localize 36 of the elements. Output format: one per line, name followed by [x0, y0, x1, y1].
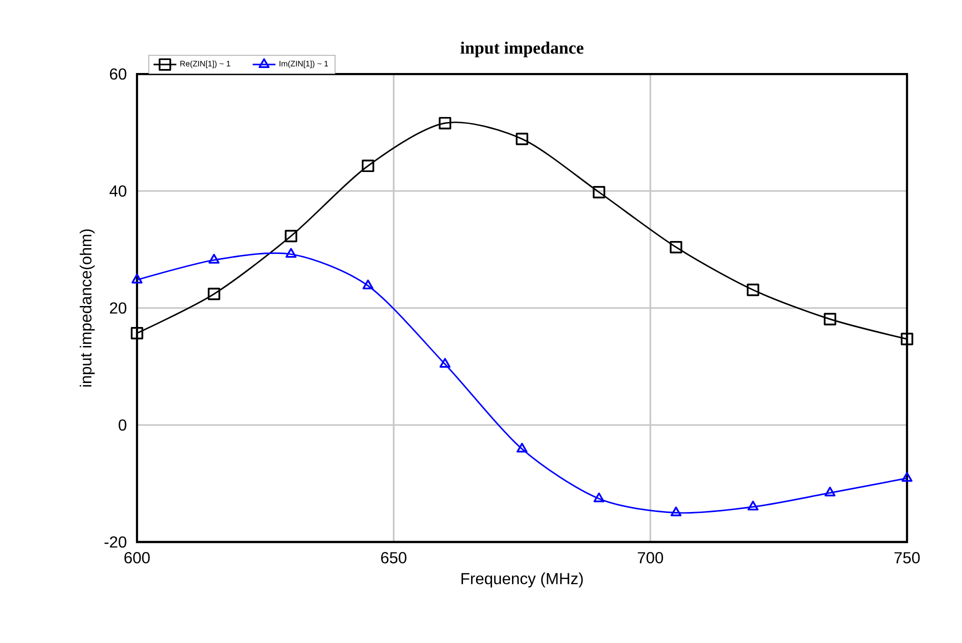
point: [592, 186, 606, 198]
chart-title: input impedance: [460, 42, 584, 58]
point: [746, 284, 760, 296]
x-tick-label: 600: [124, 552, 150, 564]
x-tick-label: 700: [638, 552, 664, 564]
point: [130, 326, 144, 340]
point: [516, 132, 528, 146]
point: [440, 358, 450, 368]
point: [670, 506, 682, 516]
point: [132, 274, 142, 284]
x-tick-label: 750: [894, 552, 920, 564]
point: [900, 332, 914, 346]
point: [748, 500, 758, 510]
point: [670, 240, 682, 254]
point: [208, 254, 220, 264]
point: [286, 248, 296, 258]
point: [438, 116, 452, 130]
point: [362, 280, 374, 290]
point: [208, 288, 220, 300]
point: [284, 230, 298, 242]
legend-label: Im(ZIN[1]) ~ 1: [280, 60, 328, 68]
y-tick-label: -20: [104, 536, 126, 548]
point: [824, 312, 836, 326]
point: [594, 492, 604, 502]
legend-label: Re(ZIN[1]) ~ 1: [180, 60, 230, 68]
point: [824, 486, 836, 496]
y-tick-label: 20: [110, 302, 126, 314]
point: [516, 442, 528, 453]
point: [362, 160, 374, 172]
x-tick-label: 650: [381, 552, 406, 564]
y-tick-label: 0: [118, 419, 126, 431]
y-tick-label: 40: [110, 185, 126, 197]
x-axis-title: Frequency (MHz): [462, 572, 583, 588]
y-tick-label: 60: [110, 68, 126, 80]
point: [902, 472, 912, 482]
y-axis-title: input impedance(ohm): [80, 229, 95, 387]
